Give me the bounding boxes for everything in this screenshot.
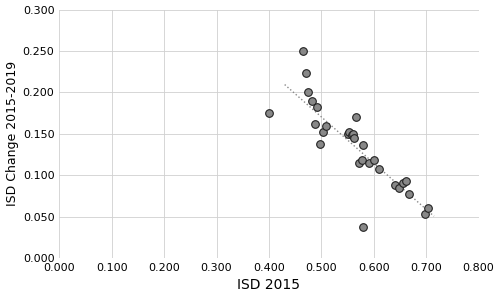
Point [375,166,383,171]
Point [370,158,378,163]
Point [406,192,413,197]
Point [358,158,366,163]
Point [302,70,310,75]
Point [402,179,410,183]
Point [360,224,368,229]
Point [398,181,406,186]
Point [350,136,358,140]
Point [360,142,368,147]
Point [352,115,360,119]
Point [390,183,398,187]
Point [316,141,324,146]
Point [265,111,273,115]
Point [421,212,429,217]
Point [322,123,330,128]
Point [299,49,307,53]
Point [308,98,316,103]
X-axis label: ISD 2015: ISD 2015 [238,278,300,292]
Point [364,160,372,165]
Point [395,185,403,190]
Point [349,131,357,136]
Point [313,105,321,110]
Point [355,160,363,165]
Point [319,130,327,134]
Point [348,133,356,138]
Point [424,206,432,211]
Point [304,90,312,95]
Y-axis label: ISD Change 2015-2019: ISD Change 2015-2019 [6,61,18,206]
Point [345,130,353,134]
Point [344,131,351,136]
Point [311,122,319,126]
